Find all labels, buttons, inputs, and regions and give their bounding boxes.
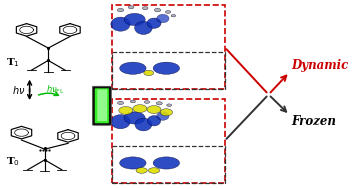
- Ellipse shape: [160, 109, 173, 116]
- Ellipse shape: [111, 17, 130, 31]
- Ellipse shape: [147, 18, 161, 28]
- Ellipse shape: [167, 104, 172, 107]
- Ellipse shape: [135, 118, 152, 131]
- Ellipse shape: [157, 14, 169, 23]
- Ellipse shape: [147, 106, 161, 113]
- Ellipse shape: [156, 102, 162, 105]
- Bar: [112, 99, 224, 183]
- Ellipse shape: [124, 112, 145, 124]
- Ellipse shape: [118, 101, 123, 105]
- Ellipse shape: [120, 62, 146, 74]
- Ellipse shape: [135, 21, 152, 34]
- Ellipse shape: [133, 105, 147, 112]
- FancyBboxPatch shape: [92, 86, 111, 125]
- Text: $h\nu_{\mathrm{FL}}$: $h\nu_{\mathrm{FL}}$: [46, 84, 65, 96]
- Ellipse shape: [153, 157, 180, 169]
- Ellipse shape: [147, 116, 161, 126]
- Ellipse shape: [144, 101, 150, 103]
- Text: $h\nu$: $h\nu$: [12, 84, 25, 96]
- Bar: [112, 52, 224, 89]
- Ellipse shape: [111, 115, 130, 129]
- Text: T$_0$: T$_0$: [6, 156, 20, 168]
- Ellipse shape: [119, 107, 133, 114]
- Ellipse shape: [136, 168, 147, 173]
- Bar: [112, 146, 224, 183]
- Ellipse shape: [130, 100, 135, 103]
- Bar: [112, 5, 224, 89]
- Ellipse shape: [120, 157, 146, 169]
- FancyBboxPatch shape: [97, 89, 107, 121]
- Ellipse shape: [153, 62, 180, 74]
- Text: Frozen: Frozen: [291, 115, 336, 128]
- Ellipse shape: [144, 70, 153, 76]
- Ellipse shape: [148, 168, 160, 173]
- Ellipse shape: [117, 8, 124, 12]
- Ellipse shape: [171, 15, 176, 17]
- Ellipse shape: [128, 6, 134, 9]
- Ellipse shape: [165, 11, 171, 13]
- Ellipse shape: [124, 13, 145, 26]
- Ellipse shape: [142, 7, 148, 10]
- FancyBboxPatch shape: [95, 88, 109, 123]
- Ellipse shape: [154, 8, 161, 12]
- Ellipse shape: [157, 112, 169, 120]
- Text: T$_1$: T$_1$: [6, 56, 20, 69]
- Text: Dynamic: Dynamic: [291, 59, 349, 72]
